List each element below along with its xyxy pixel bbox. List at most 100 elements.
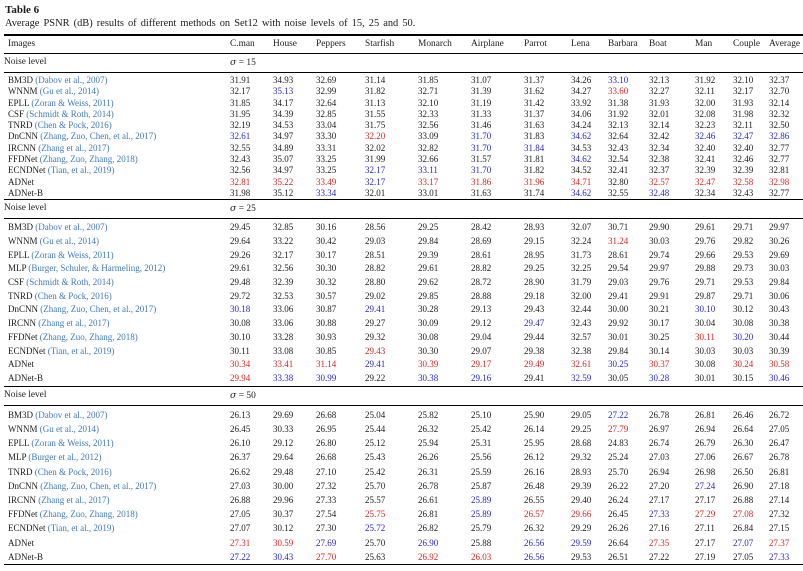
psnr-value: 28.80 [365,277,386,288]
method-row-adnet: ADNet 27.31 30.59 27.69 25.70 26.90 25.88 26.56… [4,536,803,550]
method-row-tnrd: TNRD (Chen & Pock, 2016) 26.62 29.48 27.10 2… [4,465,803,479]
psnr-value: 32.40 [733,142,754,153]
psnr-value: 28.90 [524,277,545,288]
citation-link[interactable]: (Zoran & Weiss, 2011) [31,97,114,108]
psnr-value: 32.10 [418,97,439,108]
psnr-value: 29.71 [733,222,754,233]
psnr-value: 26.10 [230,438,251,449]
psnr-value: 32.59 [571,373,592,383]
psnr-value: 33.22 [273,235,294,246]
psnr-value: 30.37 [649,359,670,370]
method-row-dncnn: DnCNN (Zhang, Zuo, Chen, et al., 2017) 30… [4,303,803,317]
citation-link[interactable]: (Dabov et al., 2007) [35,409,108,420]
psnr-value: 31.24 [608,235,629,246]
psnr-value: 33.10 [608,75,629,85]
psnr-value: 30.17 [649,318,670,329]
psnr-value: 30.20 [733,331,754,342]
method-row-adnet: ADNet 32.81 35.22 33.49 32.17 33.17 31.86 31.96… [4,177,803,188]
psnr-value: 25.10 [471,409,492,420]
psnr-value: 31.38 [608,97,629,108]
citation-link[interactable]: (Dabov et al., 2007) [35,222,108,233]
psnr-value: 26.12 [524,452,545,463]
psnr-value: 28.51 [365,249,386,260]
citation-link[interactable]: (Zoran & Weiss, 2011) [31,249,114,260]
psnr-value: 30.01 [608,331,629,342]
psnr-value: 30.39 [769,345,790,356]
psnr-value: 30.03 [649,235,670,246]
psnr-value: 32.17 [365,165,386,176]
column-header-house: House [273,39,297,49]
psnr-value: 30.42 [316,235,337,246]
psnr-value: 30.03 [769,263,790,274]
citation-link[interactable]: (Zhang, Zuo, Zhang, 2018) [39,154,138,165]
psnr-value: 26.46 [733,409,754,420]
psnr-value: 29.90 [649,222,670,233]
citation-link[interactable]: (Chen & Pock, 2016) [34,466,112,477]
method-row-adnet-b: ADNet-B 31.98 35.12 33.34 32.01 33.01 31.63 31.… [4,188,803,200]
psnr-value: 29.43 [524,304,545,315]
psnr-value: 30.57 [316,290,337,301]
citation-link[interactable]: (Tian, et al., 2019) [47,165,115,176]
citation-link[interactable]: (Zhang, Zuo, Chen, et al., 2017) [40,131,157,142]
method-cell: DnCNN (Zhang, Zuo, Chen, et al., 2017) [4,479,230,493]
citation-link[interactable]: (Gu et al., 2014) [39,86,99,97]
citation-link[interactable]: (Dabov et al., 2007) [35,75,108,85]
citation-link[interactable]: (Gu et al., 2014) [39,235,99,246]
method-row-ffdnet: FFDNet (Zhang, Zuo, Zhang, 2018) 32.43 35.… [4,154,803,165]
psnr-value: 32.32 [769,108,790,119]
psnr-value: 32.55 [230,142,251,153]
method-name: CSF [8,108,25,119]
citation-link[interactable]: (Zoran & Weiss, 2011) [31,438,114,449]
method-name: MLP [8,263,27,274]
noise-level-row: Noise level σ = 25 [4,199,803,219]
psnr-value: 30.99 [316,373,337,383]
psnr-value: 29.18 [524,290,545,301]
psnr-value: 25.63 [365,551,386,562]
method-cell: IRCNN (Zhang et al., 2017) [4,493,230,507]
citation-link[interactable]: (Zhang, Zuo, Zhang, 2018) [39,331,138,342]
psnr-value: 26.56 [524,551,545,562]
citation-link[interactable]: (Tian, et al., 2019) [47,345,115,356]
psnr-value: 32.58 [733,176,754,187]
citation-link[interactable]: (Zhang, Zuo, Zhang, 2018) [39,509,138,520]
psnr-value: 28.95 [524,249,545,260]
psnr-value: 25.89 [471,509,492,520]
psnr-value: 32.43 [733,187,754,198]
citation-link[interactable]: (Tian, et al., 2019) [47,523,115,534]
citation-link[interactable]: (Chen & Pock, 2016) [34,120,112,131]
psnr-value: 29.97 [649,263,670,274]
psnr-value: 26.97 [649,423,670,434]
citation-link[interactable]: (Zhang et al., 2017) [38,494,110,505]
citation-link[interactable]: (Chen & Pock, 2016) [34,290,112,301]
citation-link[interactable]: (Burger et al., 2012) [28,452,102,463]
psnr-value: 31.70 [471,142,492,153]
citation-link[interactable]: (Schmidt & Roth, 2014) [26,277,114,288]
citation-link[interactable]: (Gu et al., 2014) [39,423,99,434]
citation-link[interactable]: (Zhang et al., 2017) [38,142,110,153]
method-row-ecndnet: ECNDNet (Tian, et al., 2019) 32.56 34.97 33… [4,165,803,176]
psnr-value: 31.70 [471,165,492,176]
psnr-value: 29.71 [733,290,754,301]
psnr-value: 29.41 [524,373,545,383]
psnr-value: 29.29 [571,523,592,534]
psnr-value: 31.42 [524,97,545,108]
psnr-value: 32.53 [273,290,294,301]
citation-link[interactable]: (Burger, Schuler, & Harmeling, 2012) [28,263,166,274]
method-row-adnet-b: ADNet-B 27.22 30.43 27.70 25.63 26.92 26.03 26.… [4,550,803,565]
citation-link[interactable]: (Zhang et al., 2017) [38,318,110,329]
psnr-value: 26.16 [524,466,545,477]
psnr-value: 27.17 [695,537,716,548]
psnr-value: 32.98 [769,176,790,187]
method-name: TNRD [8,290,33,301]
method-cell: ADNet [4,177,230,188]
citation-link[interactable]: (Schmidt & Roth, 2014) [26,108,114,119]
citation-link[interactable]: (Zhang, Zuo, Chen, et al., 2017) [40,480,157,491]
psnr-value: 32.07 [571,222,592,233]
psnr-value: 27.33 [649,509,670,520]
method-cell: EPLL (Zoran & Weiss, 2011) [4,436,230,450]
citation-link[interactable]: (Zhang, Zuo, Chen, et al., 2017) [40,304,157,315]
psnr-value: 34.17 [273,97,294,108]
psnr-value: 32.17 [733,86,754,97]
psnr-value: 29.66 [695,249,716,260]
psnr-value: 32.39 [695,165,716,176]
